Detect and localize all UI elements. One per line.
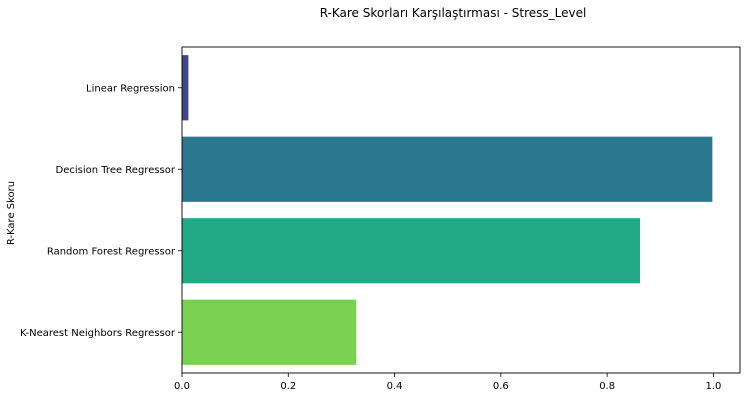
x-tick-label: 0.2 xyxy=(280,381,296,392)
bar-linear-regression xyxy=(182,55,189,121)
chart-title: R-Kare Skorları Karşılaştırması - Stress… xyxy=(320,6,587,20)
x-tick-label: 0.4 xyxy=(387,381,403,392)
x-tick-label: 0.0 xyxy=(174,381,190,392)
y-tick-label: Linear Regression xyxy=(86,83,175,94)
y-tick-label: Decision Tree Regressor xyxy=(56,165,176,176)
y-axis-label: R-Kare Skoru xyxy=(6,181,17,245)
bar-random-forest-regressor xyxy=(182,218,641,284)
bar-decision-tree-regressor xyxy=(182,136,713,202)
x-tick-label: 1.0 xyxy=(705,381,721,392)
y-tick-label: K-Nearest Neighbors Regressor xyxy=(20,328,176,339)
x-tick-label: 0.6 xyxy=(493,381,509,392)
y-ticks-group: Linear Regression Decision Tree Regressor… xyxy=(20,83,182,339)
bars-group xyxy=(182,55,713,365)
x-tick-label: 0.8 xyxy=(599,381,615,392)
x-ticks-group: 0.0 0.2 0.4 0.6 0.8 1.0 xyxy=(174,373,721,392)
y-tick-label: Random Forest Regressor xyxy=(47,246,176,257)
bar-k-nearest-neighbors-regressor xyxy=(182,299,357,365)
plot-area-frame xyxy=(181,46,741,374)
